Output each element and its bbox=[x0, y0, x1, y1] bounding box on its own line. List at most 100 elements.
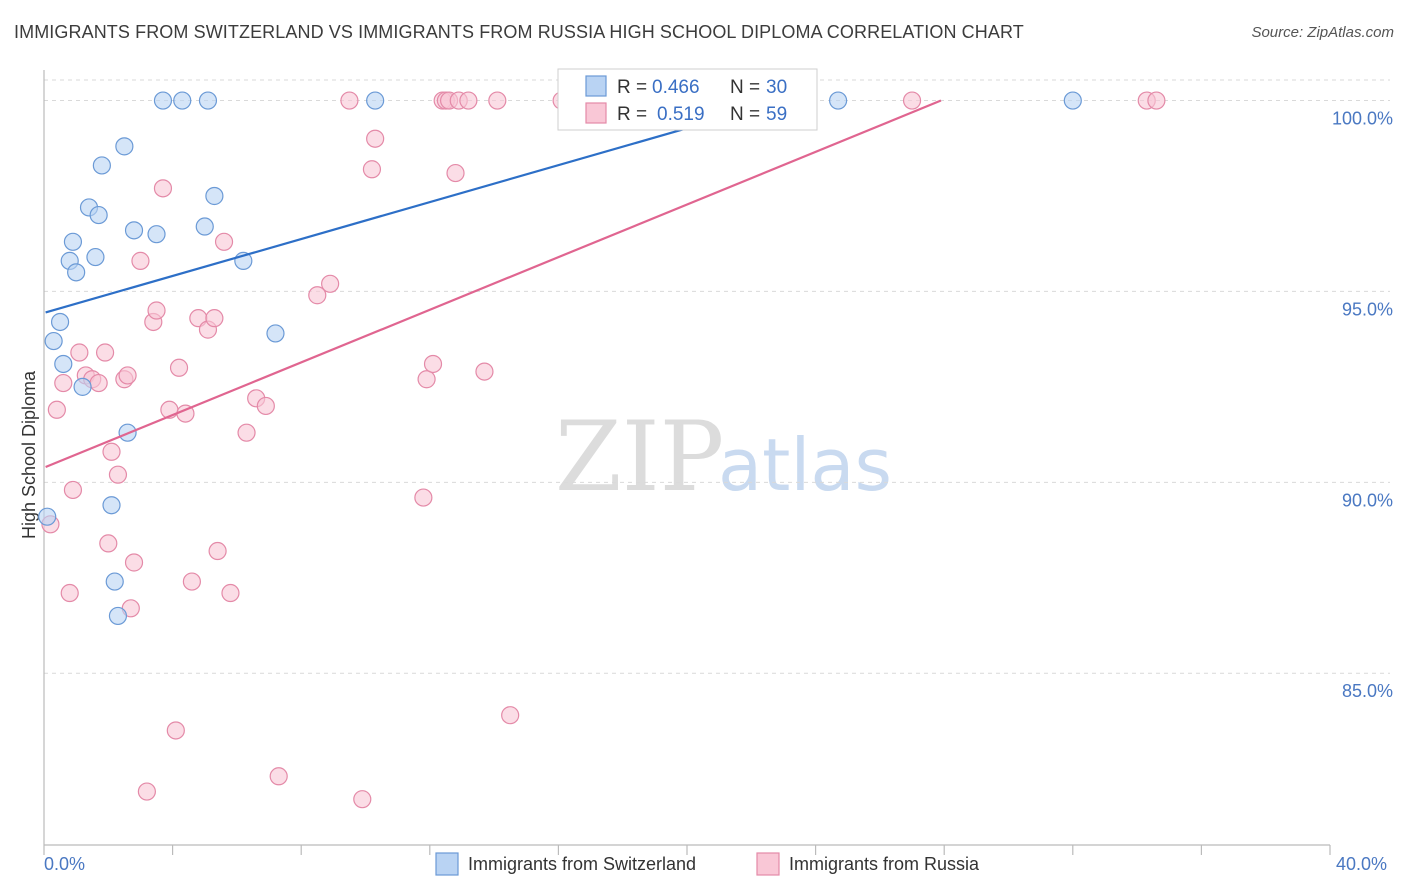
russia-point bbox=[95, 343, 115, 362]
switzerland-points bbox=[38, 91, 1082, 626]
russia-point bbox=[99, 534, 118, 553]
russia-point bbox=[446, 163, 465, 183]
switzerland-point bbox=[86, 247, 105, 267]
switzerland-point bbox=[38, 507, 57, 526]
russia-point bbox=[131, 251, 150, 270]
russia-point bbox=[423, 354, 443, 374]
switzerland-point bbox=[124, 221, 144, 240]
russia-point bbox=[414, 488, 433, 507]
russia-point bbox=[353, 790, 372, 809]
switzerland-point bbox=[266, 324, 285, 343]
legend-n-label-russia: N = bbox=[730, 104, 760, 125]
switzerland-point bbox=[67, 263, 86, 282]
switzerland-point bbox=[195, 217, 214, 236]
russia-point bbox=[1147, 91, 1166, 110]
switzerland-point bbox=[1063, 91, 1082, 110]
x-tick-label-min: 0.0% bbox=[44, 854, 85, 874]
russia-point bbox=[124, 553, 144, 572]
switzerland-point bbox=[198, 91, 218, 110]
russia-point bbox=[166, 721, 185, 740]
switzerland-point bbox=[102, 496, 121, 515]
y-tick-label: 90.0% bbox=[1342, 490, 1393, 510]
switzerland-point bbox=[92, 156, 111, 175]
russia-point bbox=[459, 91, 478, 110]
russia-point bbox=[208, 541, 227, 561]
stats-legend: R = 0.466 N = 30 R = 0.519 N = 59 bbox=[557, 68, 818, 131]
russia-point bbox=[340, 91, 359, 110]
watermark-atlas: atlas bbox=[718, 423, 892, 507]
legend-r-label-russia: R = bbox=[617, 104, 647, 125]
trend-line-russia bbox=[45, 99, 942, 469]
y-tick-label: 95.0% bbox=[1342, 299, 1393, 319]
russia-point bbox=[47, 400, 66, 419]
russia-point bbox=[269, 767, 288, 786]
russia-point bbox=[70, 343, 89, 362]
russia-point bbox=[214, 232, 234, 251]
russia-point bbox=[475, 362, 494, 381]
russia-points bbox=[41, 91, 1166, 809]
russia-point bbox=[256, 396, 275, 416]
axes bbox=[43, 70, 1331, 855]
russia-point bbox=[63, 480, 83, 500]
y-tick-label: 100.0% bbox=[1332, 109, 1393, 129]
russia-point bbox=[488, 91, 507, 110]
watermark-zip: ZIP bbox=[555, 401, 724, 513]
switzerland-point bbox=[54, 354, 73, 374]
switzerland-point bbox=[153, 91, 173, 110]
russia-point bbox=[221, 583, 240, 603]
russia-point bbox=[321, 274, 340, 293]
russia-point bbox=[153, 179, 173, 198]
legend-n-value-switzerland: 30 bbox=[766, 77, 787, 98]
y-tick-labels: 85.0% 90.0% 95.0% 100.0% bbox=[1332, 109, 1393, 702]
legend-n-label-switzerland: N = bbox=[730, 77, 760, 98]
series-legend-label-russia: Immigrants from Russia bbox=[789, 854, 980, 874]
switzerland-point bbox=[205, 186, 224, 206]
russia-point bbox=[308, 286, 327, 305]
russia-point bbox=[89, 373, 108, 393]
switzerland-point bbox=[108, 606, 128, 626]
grid bbox=[44, 79, 1390, 674]
russia-point bbox=[108, 465, 128, 484]
x-tick-labels: 0.0% 40.0% bbox=[44, 854, 1387, 874]
switzerland-point bbox=[115, 137, 134, 156]
switzerland-point bbox=[63, 232, 83, 251]
series-legend-swatch-russia bbox=[756, 852, 780, 876]
series-legend: Immigrants from Switzerland Immigrants f… bbox=[435, 852, 980, 876]
russia-point bbox=[417, 370, 436, 389]
trend-line-switzerland bbox=[45, 99, 784, 314]
switzerland-point bbox=[147, 225, 166, 244]
switzerland-point bbox=[73, 377, 92, 396]
legend-r-label-switzerland: R = bbox=[617, 77, 647, 98]
russia-point bbox=[54, 373, 73, 393]
chart-source: Source: ZipAtlas.com bbox=[1251, 24, 1394, 41]
legend-r-value-russia: 0.519 bbox=[657, 104, 705, 125]
legend-r-value-switzerland: 0.466 bbox=[652, 77, 700, 98]
y-axis-label: High School Diploma bbox=[19, 370, 39, 539]
watermark: ZIP atlas bbox=[555, 401, 892, 513]
x-tick-label-max: 40.0% bbox=[1336, 854, 1387, 874]
switzerland-point bbox=[89, 205, 108, 225]
russia-point bbox=[182, 572, 201, 591]
russia-point bbox=[60, 583, 79, 603]
legend-n-value-russia: 59 bbox=[766, 104, 787, 125]
russia-point bbox=[501, 706, 520, 725]
switzerland-point bbox=[829, 91, 848, 110]
switzerland-point bbox=[366, 91, 385, 110]
russia-point bbox=[147, 301, 166, 320]
switzerland-point bbox=[173, 91, 192, 110]
series-legend-swatch-switzerland bbox=[435, 852, 459, 876]
legend-swatch-russia bbox=[585, 102, 607, 124]
russia-point bbox=[366, 129, 385, 148]
series-legend-label-switzerland: Immigrants from Switzerland bbox=[468, 854, 696, 874]
russia-point bbox=[169, 358, 189, 377]
legend-swatch-switzerland bbox=[585, 75, 607, 97]
switzerland-point bbox=[44, 331, 63, 351]
trend-lines bbox=[45, 99, 942, 469]
russia-point bbox=[205, 309, 224, 328]
switzerland-point bbox=[50, 312, 70, 332]
russia-point bbox=[137, 782, 156, 801]
russia-point bbox=[118, 366, 137, 385]
russia-point bbox=[237, 423, 256, 442]
chart-title: IMMIGRANTS FROM SWITZERLAND VS IMMIGRANT… bbox=[14, 22, 1024, 42]
